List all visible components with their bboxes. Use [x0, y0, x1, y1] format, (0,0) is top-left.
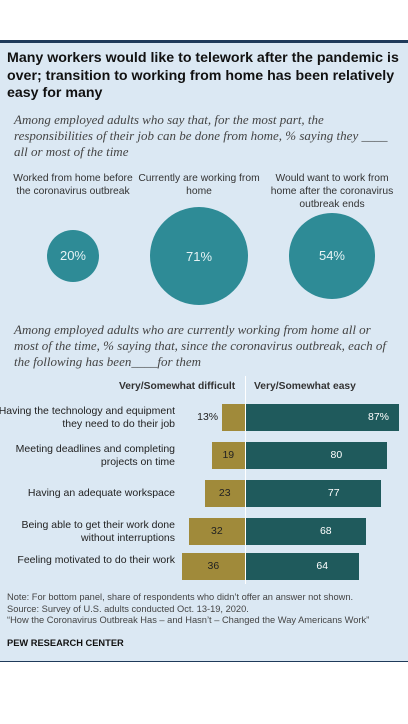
bottom-panel-subtitle: Among employed adults who are currently … — [14, 322, 386, 369]
bubble-label: Currently are working from home — [138, 173, 260, 197]
row-label: Meeting deadlines and completing project… — [15, 442, 175, 468]
org-name: PEW RESEARCH CENTER — [7, 638, 124, 648]
axis-divider — [245, 376, 246, 584]
bar-difficult — [181, 553, 245, 580]
value-label-difficult: 13% — [197, 411, 219, 423]
top-rule — [0, 40, 408, 43]
bar-difficult — [222, 404, 245, 431]
row-label: Feeling motivated to do their work — [17, 553, 175, 566]
bar-easy — [246, 404, 399, 431]
bubble-value-label: 20% — [59, 248, 86, 264]
report-text: “How the Coronavirus Outbreak Has – and … — [7, 615, 370, 625]
bubble-value-label: 54% — [318, 248, 345, 264]
bubble-value-label: 71% — [185, 248, 213, 264]
bubble-label: Worked from home before the coronavirus … — [13, 173, 133, 197]
legend-easy: Very/Somewhat easy — [254, 381, 356, 392]
note-text: Note: For bottom panel, share of respond… — [7, 592, 354, 602]
value-label-easy: 80 — [330, 449, 343, 461]
value-label-easy: 64 — [316, 560, 329, 572]
bar-difficult — [204, 480, 245, 507]
chart-title: Many workers would like to telework afte… — [7, 50, 399, 101]
bottom-rule — [0, 661, 408, 662]
top-panel-subtitle: Among employed adults who say that, for … — [14, 112, 388, 159]
value-label-easy: 77 — [327, 487, 340, 499]
bar-easy — [246, 518, 366, 545]
bar-difficult — [188, 518, 245, 545]
value-label-easy: 87% — [367, 411, 389, 423]
bubble: 54% — [289, 213, 375, 299]
bar-easy — [246, 480, 382, 507]
source-text: Source: Survey of U.S. adults conducted … — [7, 604, 249, 614]
bubble: 20% — [46, 229, 99, 282]
row-label: Having an adequate workspace — [27, 487, 175, 499]
bar-easy — [246, 442, 387, 469]
value-label-easy: 68 — [319, 525, 332, 537]
value-label-difficult: 23 — [218, 487, 231, 499]
value-label-difficult: 36 — [207, 560, 220, 572]
row-label: Having the technology and equipment they… — [0, 404, 175, 430]
bar-easy — [246, 553, 359, 580]
bar-difficult — [211, 442, 245, 469]
legend-difficult: Very/Somewhat difficult — [119, 381, 236, 392]
value-label-difficult: 32 — [211, 525, 223, 537]
row-label: Being able to get their work done withou… — [21, 518, 175, 544]
bubble: 71% — [150, 207, 248, 305]
value-label-difficult: 19 — [222, 449, 235, 461]
bubble-label: Would want to work from home after the c… — [270, 173, 394, 210]
